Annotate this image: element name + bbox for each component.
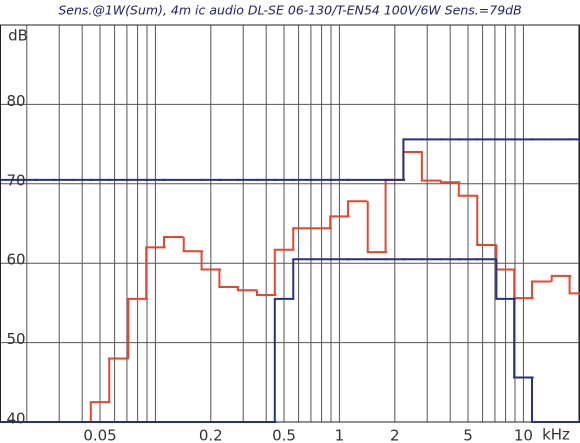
x-tick-label: 0.05 bbox=[83, 427, 116, 443]
x-tick-label: 0.5 bbox=[272, 427, 296, 443]
x-tick-label: 5 bbox=[463, 427, 473, 443]
x-tick-label: 10 bbox=[514, 427, 533, 443]
x-axis-label: kHz bbox=[542, 426, 570, 443]
y-tick-label: 60 bbox=[6, 251, 25, 269]
chart-title: Sens.@1W(Sum), 4m ic audio DL-SE 06-130/… bbox=[58, 3, 521, 18]
x-tick-label: 1 bbox=[335, 427, 345, 443]
x-tick-label: 2 bbox=[390, 427, 400, 443]
x-tick-label: 0.2 bbox=[199, 427, 223, 443]
y-tick-label: 50 bbox=[6, 330, 25, 348]
y-tick-label: 40 bbox=[6, 410, 25, 428]
y-axis-label: dB bbox=[8, 27, 28, 45]
y-tick-label: 80 bbox=[6, 92, 25, 110]
